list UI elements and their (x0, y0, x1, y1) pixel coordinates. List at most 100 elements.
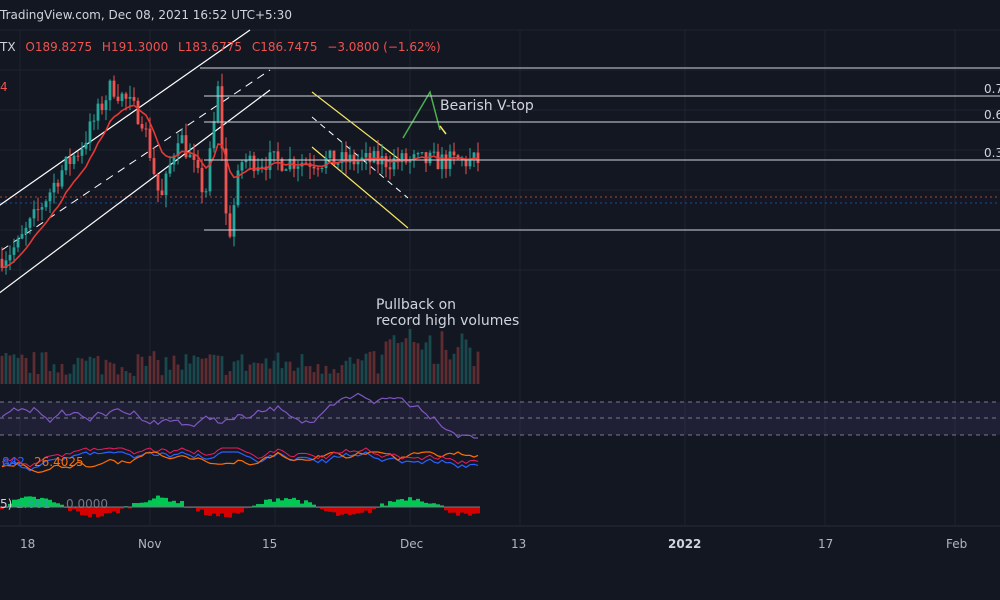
ao-bar (160, 497, 164, 507)
candle-body (444, 154, 448, 169)
x-tick-7: Feb (946, 537, 968, 551)
volume-bar (456, 347, 460, 384)
volume-bar (108, 362, 112, 384)
volume-bar (444, 349, 448, 384)
volume-bar (468, 347, 472, 384)
falling-channel-mid (311, 116, 409, 199)
candle-body (392, 158, 396, 170)
volume-bar (100, 374, 104, 384)
ao-bar (32, 496, 36, 507)
ao-bar (336, 507, 340, 516)
ao-bar (16, 499, 20, 507)
ao-bar (92, 507, 96, 515)
ao-bar (172, 500, 176, 507)
ao-bar (148, 500, 152, 507)
ao-bar (420, 501, 424, 507)
volume-bar (116, 374, 120, 384)
candle-body (348, 154, 352, 163)
ao-bar (200, 507, 204, 510)
ascending-channel-top (0, 29, 251, 206)
ao-bar (168, 501, 172, 507)
volume-bar (256, 363, 260, 384)
candle-body (152, 158, 156, 175)
candle-body (240, 162, 244, 171)
ao-bar (76, 507, 80, 512)
x-tick-2: 15 (262, 537, 278, 551)
ao-bar (264, 499, 268, 507)
ao-bar (388, 501, 392, 507)
volume-bar (252, 362, 256, 384)
candle-body (128, 96, 132, 99)
volume-bar (228, 371, 232, 384)
volume-bar (284, 361, 288, 384)
candle-body (60, 170, 64, 187)
x-tick-6: 17 (818, 537, 834, 551)
fib-label-2: 0.3 (984, 146, 1000, 160)
volume-bar (240, 354, 244, 384)
candle-body (244, 160, 248, 163)
candle-body (96, 103, 100, 121)
candle-body (328, 150, 332, 158)
ao-bar (464, 507, 468, 514)
volume-bar (436, 363, 440, 384)
ao-bar (128, 507, 132, 509)
candle-body (356, 161, 360, 165)
ohlc-readout: TX O189.8275 H191.3000 L183.6775 C186.74… (0, 40, 447, 54)
ao-pane (0, 495, 480, 518)
candle-body (216, 86, 220, 122)
candle-body (352, 154, 356, 165)
volume-bar (292, 370, 296, 384)
ao-bar (292, 497, 296, 507)
ao-bar (20, 497, 24, 507)
ao-bar (12, 499, 16, 507)
ao-bar (240, 507, 244, 513)
volume-bar (356, 358, 360, 384)
volume-bar (396, 343, 400, 384)
ao-zero-value: 0.0000 (66, 497, 108, 511)
candle-body (236, 170, 240, 206)
volume-bar (144, 365, 148, 384)
candle-body (260, 166, 264, 168)
candle-body (336, 162, 340, 165)
ao-bar (116, 507, 120, 514)
volume-bar (136, 354, 140, 384)
candle-body (8, 254, 12, 261)
volume-bar (308, 366, 312, 384)
candle-body (168, 164, 172, 174)
brand-line: TradingView.com, Dec 08, 2021 16:52 UTC+… (0, 8, 292, 22)
ao-bar (204, 507, 208, 516)
ao-bar (476, 507, 480, 514)
volume-bar (392, 335, 396, 384)
volume-bar (452, 353, 456, 384)
volume-bar (372, 351, 376, 384)
ao-bar (48, 499, 52, 507)
candle-body (100, 103, 104, 111)
candle-body (76, 155, 80, 157)
ao-bar (132, 503, 136, 507)
volume-bar (276, 352, 280, 384)
candle-body (148, 128, 152, 159)
candle-body (228, 213, 232, 237)
volume-bar (180, 369, 184, 384)
volume-bar (52, 364, 56, 384)
volume-bar (296, 367, 300, 384)
ao-bar (368, 507, 372, 513)
volume-bar (244, 370, 248, 384)
volume-bar (380, 354, 384, 384)
candle-body (420, 152, 424, 154)
ao-bar (260, 504, 264, 507)
ao-bar (136, 503, 140, 507)
volume-bar (264, 358, 268, 384)
volume-bar (68, 373, 72, 384)
ao-bar (268, 499, 272, 507)
ao-bar (96, 507, 100, 518)
candle-body (160, 190, 164, 196)
ao-bar (228, 507, 232, 518)
candle-body (224, 148, 228, 214)
candle-body (200, 167, 204, 193)
ao-bar (404, 500, 408, 507)
volume-bar (92, 358, 96, 384)
candle-body (124, 93, 128, 99)
candle-body (92, 120, 96, 122)
